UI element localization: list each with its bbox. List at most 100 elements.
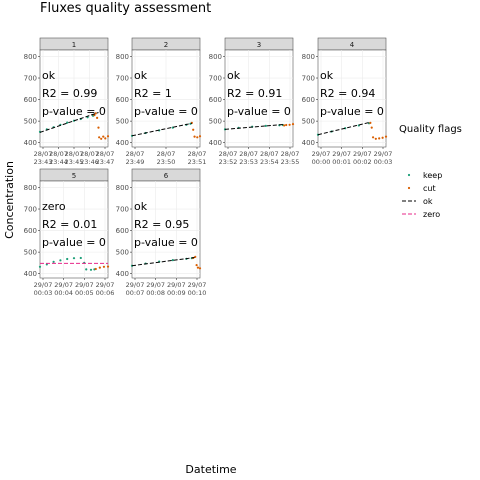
y-tick-label: 800 <box>116 184 129 192</box>
r2-annotation: R2 = 0.94 <box>320 87 375 100</box>
cut-point <box>195 263 198 267</box>
r2-annotation: R2 = 0.99 <box>42 87 97 100</box>
y-tick-label: 700 <box>24 75 37 83</box>
keep-point <box>66 121 69 124</box>
y-tick-label: 500 <box>116 249 129 257</box>
facet-strip-label: 4 <box>350 41 355 49</box>
keep-point <box>45 263 48 266</box>
cut-point <box>198 135 202 138</box>
keep-point <box>89 268 93 271</box>
x-tick-label: 23:52 <box>219 158 238 166</box>
flag-annotation: ok <box>134 69 148 82</box>
flag-annotation: zero <box>42 200 66 213</box>
cut-point <box>378 137 381 140</box>
legend-title: Quality flags <box>399 124 462 135</box>
legend-label: keep <box>423 171 442 180</box>
cut-point <box>288 123 291 126</box>
x-tick-label: 28/07 <box>80 150 99 158</box>
keep-point <box>72 257 76 260</box>
y-tick-label: 800 <box>209 53 222 61</box>
cut-point <box>283 124 286 127</box>
y-tick-label: 600 <box>24 227 37 235</box>
flag-annotation: ok <box>320 69 334 82</box>
cut-point <box>102 135 105 138</box>
x-tick-label: 28/07 <box>260 150 279 158</box>
r2-annotation: R2 = 0.95 <box>134 218 189 231</box>
panels-layer: 140050060070080028/0723:4328/0723:4428/0… <box>24 37 393 297</box>
y-tick-label: 600 <box>116 96 129 104</box>
fit-line <box>131 257 195 267</box>
facet-strip-label: 1 <box>72 41 76 49</box>
y-tick-label: 800 <box>116 53 129 61</box>
keep-point <box>59 259 62 262</box>
fit-line <box>39 112 99 133</box>
legend-entry-keep: keep <box>407 171 442 180</box>
y-tick-label: 500 <box>24 249 37 257</box>
flag-annotation: ok <box>134 200 148 213</box>
cut-point <box>100 137 103 140</box>
legend-key-point <box>407 173 411 177</box>
y-tick-label: 800 <box>24 53 37 61</box>
x-tick-label: 23:51 <box>188 158 207 166</box>
legend: Quality flags keep cut ok zero <box>399 124 462 219</box>
y-tick-label: 400 <box>116 270 129 278</box>
cut-point <box>106 265 110 268</box>
facet-strip-label: 6 <box>164 172 169 180</box>
cut-point <box>371 136 375 139</box>
keep-point <box>85 268 88 271</box>
keep-point <box>52 260 55 263</box>
keep-point <box>38 265 42 268</box>
panel-4: 440050060070080029/0700:0029/0700:0129/0… <box>302 37 393 166</box>
cut-point <box>192 128 195 131</box>
panel-area <box>131 180 201 279</box>
x-tick-label: 29/07 <box>54 281 73 289</box>
x-tick-label: 28/07 <box>157 150 176 158</box>
y-tick-label: 800 <box>24 184 37 192</box>
x-tick-label: 28/07 <box>34 150 53 158</box>
y-tick-label: 700 <box>209 75 222 83</box>
x-tick-label: 29/07 <box>167 281 186 289</box>
pvalue-annotation: p-value = 0 <box>42 105 106 118</box>
y-tick-label: 700 <box>116 75 129 83</box>
pvalue-annotation: p-value = 0 <box>134 236 198 249</box>
x-axis-label: Datetime <box>185 463 236 476</box>
x-tick-label: 23:53 <box>239 158 258 166</box>
x-tick-label: 28/07 <box>126 150 145 158</box>
y-tick-label: 600 <box>116 227 129 235</box>
pvalue-annotation: p-value = 0 <box>320 105 384 118</box>
legend-entry-ok: ok <box>402 197 433 206</box>
x-tick-label: 23:49 <box>126 158 145 166</box>
legend-entry-cut: cut <box>407 184 436 193</box>
x-tick-label: 00:01 <box>332 158 351 166</box>
panel-2: 240050060070080028/0723:4928/0723:5028/0… <box>116 37 207 166</box>
x-tick-label: 00:07 <box>126 289 145 297</box>
chart-title: Fluxes quality assessment <box>40 1 212 16</box>
x-tick-label: 00:00 <box>312 158 331 166</box>
cut-point <box>102 265 106 268</box>
x-tick-label: 23:45 <box>65 158 84 166</box>
x-tick-label: 00:09 <box>167 289 186 297</box>
legend-label: zero <box>423 210 440 219</box>
panel-area <box>39 180 109 279</box>
legend-label: cut <box>423 184 436 193</box>
y-tick-label: 600 <box>24 96 37 104</box>
cut-point <box>98 136 101 139</box>
x-tick-label: 29/07 <box>96 281 115 289</box>
y-tick-label: 700 <box>24 206 37 214</box>
x-tick-label: 29/07 <box>75 281 94 289</box>
y-tick-label: 700 <box>116 206 129 214</box>
panel-1: 140050060070080028/0723:4328/0723:4428/0… <box>24 37 114 166</box>
flag-annotation: ok <box>42 69 56 82</box>
cut-point <box>291 123 295 126</box>
y-tick-label: 800 <box>302 53 315 61</box>
x-tick-label: 00:03 <box>374 158 393 166</box>
r2-annotation: R2 = 0.91 <box>227 87 282 100</box>
x-tick-label: 00:05 <box>75 289 94 297</box>
pvalue-annotation: p-value = 0 <box>227 105 291 118</box>
cut-point <box>194 255 197 258</box>
x-tick-label: 23:43 <box>34 158 53 166</box>
keep-point <box>264 124 267 127</box>
x-tick-label: 00:03 <box>34 289 53 297</box>
fit-line <box>224 123 285 130</box>
y-tick-label: 700 <box>302 75 315 83</box>
